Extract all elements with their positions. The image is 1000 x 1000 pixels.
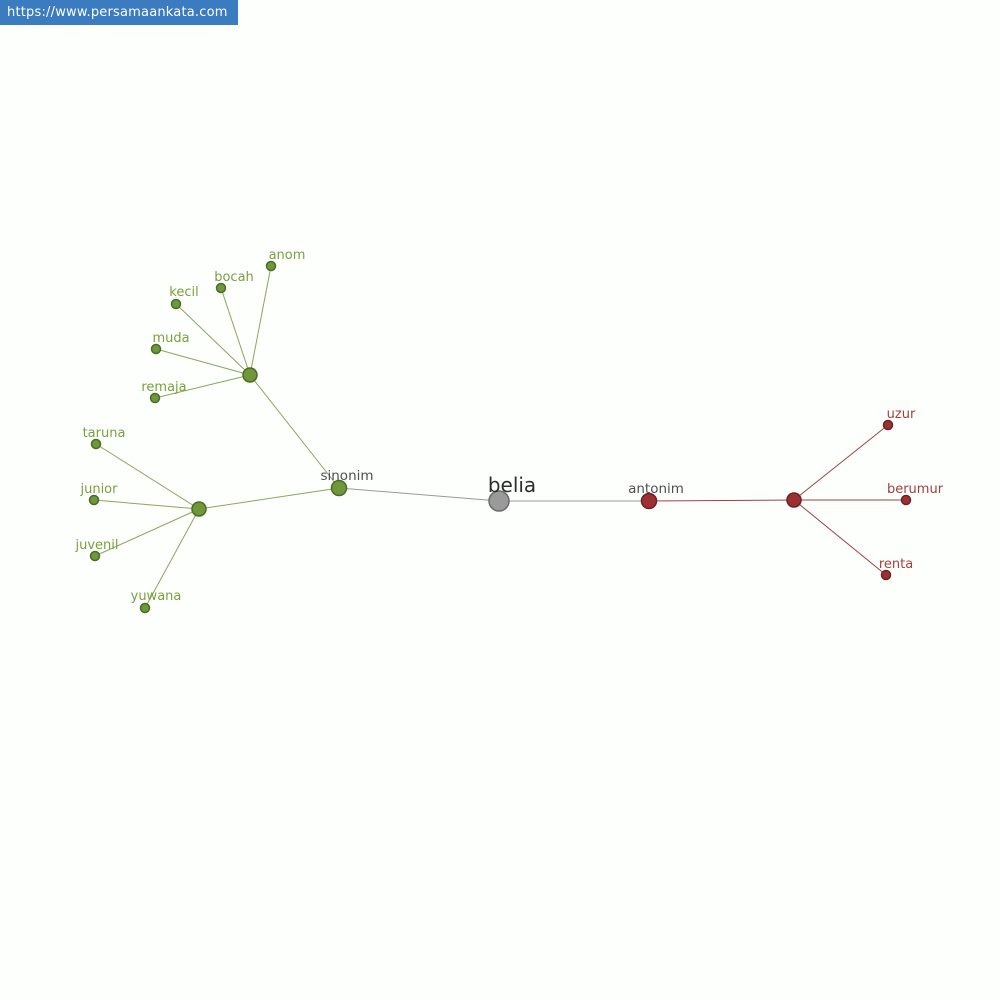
label-taruna[interactable]: taruna [83, 426, 126, 441]
node-anom[interactable] [265, 260, 277, 272]
node-taruna[interactable] [90, 438, 102, 450]
label-junior[interactable]: junior [79, 482, 118, 497]
edge-hub-syn-2-yuwana [144, 508, 200, 609]
edge-hub-syn-1-sinonim [249, 374, 340, 489]
edge-hub-syn-1-kecil [175, 303, 251, 376]
label-kecil[interactable]: kecil [169, 285, 198, 300]
label-antonim: antonim [628, 481, 684, 497]
node-muda[interactable] [150, 343, 162, 355]
node-hub-syn-1 [242, 367, 258, 383]
node-belia[interactable] [488, 490, 510, 512]
edge-hub-syn-2-junior [93, 499, 200, 510]
label-belia[interactable]: belia [488, 473, 536, 497]
label-muda[interactable]: muda [152, 331, 189, 346]
label-sinonim: sinonim [320, 468, 373, 484]
edge-hub-ant-1-renta [793, 499, 887, 576]
node-renta[interactable] [880, 569, 892, 581]
edge-hub-syn-1-muda [155, 348, 251, 376]
node-hub-syn-2 [191, 501, 207, 517]
edge-hub-ant-1-uzur [793, 424, 889, 501]
node-sinonim [330, 479, 348, 497]
node-hub-ant-1 [786, 492, 802, 508]
label-anom[interactable]: anom [269, 248, 306, 263]
node-kecil[interactable] [170, 298, 182, 310]
label-renta[interactable]: renta [879, 557, 913, 572]
edge-hub-syn-1-anom [249, 265, 272, 376]
node-antonim [640, 492, 658, 510]
node-yuwana[interactable] [139, 602, 151, 614]
node-junior[interactable] [88, 494, 100, 506]
node-berumur[interactable] [900, 494, 912, 506]
label-juvenil[interactable]: juvenil [74, 538, 118, 553]
edge-antonim-hub-ant-1 [648, 499, 795, 502]
edge-hub-syn-2-taruna [95, 443, 200, 510]
edge-sinonim-belia [338, 487, 500, 502]
site-url-badge: https://www.persamaankata.com [0, 0, 238, 25]
label-remaja[interactable]: remaja [141, 380, 186, 395]
label-uzur[interactable]: uzur [887, 407, 916, 422]
node-uzur[interactable] [882, 419, 894, 431]
edge-hub-syn-2-sinonim [198, 487, 340, 510]
edge-hub-syn-2-juvenil [94, 508, 200, 557]
node-bocah[interactable] [215, 282, 227, 294]
node-remaja[interactable] [149, 392, 161, 404]
edge-hub-syn-1-remaja [154, 374, 251, 399]
label-yuwana[interactable]: yuwana [131, 589, 182, 604]
node-juvenil[interactable] [89, 550, 101, 562]
edge-hub-syn-1-bocah [220, 287, 251, 376]
label-berumur[interactable]: berumur [887, 482, 944, 497]
label-bocah[interactable]: bocah [214, 270, 254, 285]
